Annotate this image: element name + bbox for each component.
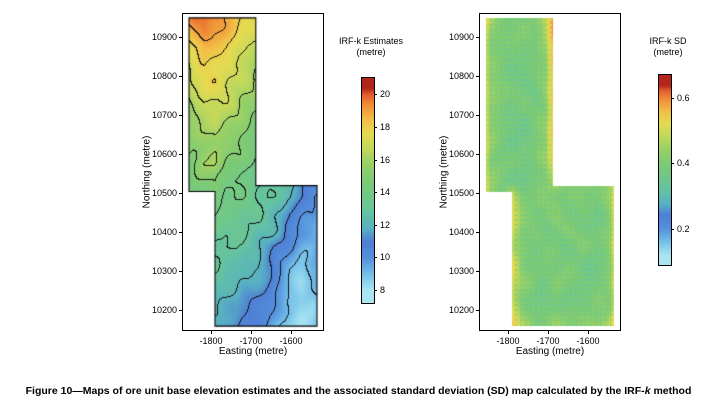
caption-text-italic-k: k (644, 385, 651, 397)
y-tick-label: 10300 (448, 266, 474, 277)
colorbar-tick-label: 20 (380, 89, 391, 100)
colorbar-tick-label: 0.2 (677, 223, 690, 234)
y-tick-label: 10700 (151, 110, 177, 121)
sd-x-axis-label: Easting (metre) (515, 346, 585, 357)
colorbar-tick-mark (374, 94, 377, 96)
colorbar-tick-mark (374, 224, 377, 226)
x-tick-label: -1800 (496, 336, 520, 346)
x-tick-mark (588, 330, 589, 334)
sd-map-canvas (480, 14, 620, 330)
y-tick-mark (476, 310, 480, 312)
colorbar-tick-mark (374, 126, 377, 128)
x-tick-mark (251, 330, 252, 334)
x-tick-label: -1700 (536, 336, 560, 346)
y-tick-mark (179, 271, 183, 273)
y-tick-mark (476, 37, 480, 39)
x-tick-label: -1800 (199, 336, 223, 346)
colorbar-tick-mark (671, 228, 674, 230)
colorbar-tick-mark (374, 159, 377, 161)
y-tick-mark (179, 37, 183, 39)
x-tick-mark (291, 330, 292, 334)
y-tick-mark (476, 271, 480, 273)
y-tick-mark (179, 154, 183, 156)
y-tick-mark (179, 232, 183, 234)
figure-caption: Figure 10—Maps of ore unit base elevatio… (2, 385, 715, 397)
estimates-x-axis-label: Easting (metre) (218, 346, 288, 357)
sd-colorbar (659, 75, 671, 265)
colorbar-tick-label: 14 (380, 187, 391, 198)
y-tick-mark (179, 115, 183, 117)
y-tick-label: 10900 (151, 32, 177, 43)
y-tick-label: 10800 (151, 71, 177, 82)
colorbar-tick-label: 0.4 (677, 158, 690, 169)
y-tick-label: 10900 (448, 32, 474, 43)
y-tick-label: 10200 (448, 305, 474, 316)
colorbar-tick-mark (374, 257, 377, 259)
y-tick-label: 10400 (151, 227, 177, 238)
x-tick-label: -1600 (576, 336, 600, 346)
y-tick-mark (476, 154, 480, 156)
sd-colorbar-title: IRF-k SD (metre) (626, 36, 710, 58)
y-tick-label: 10700 (448, 110, 474, 121)
colorbar-tick-mark (671, 97, 674, 99)
colorbar-tick-label: 0.6 (677, 92, 690, 103)
colorbar-tick-label: 10 (380, 252, 391, 263)
y-tick-label: 10500 (448, 188, 474, 199)
y-tick-mark (476, 232, 480, 234)
estimates-colorbar-title-line1: IRF-k Estimates (338, 36, 403, 46)
y-tick-label: 10600 (448, 149, 474, 160)
x-tick-label: -1600 (279, 336, 303, 346)
y-tick-label: 10200 (151, 305, 177, 316)
caption-text-2: method (650, 385, 692, 397)
y-tick-mark (179, 193, 183, 195)
x-tick-mark (548, 330, 549, 334)
x-tick-mark (508, 330, 509, 334)
colorbar-tick-label: 16 (380, 154, 391, 165)
estimates-colorbar-title-line2: (metre) (356, 47, 386, 57)
colorbar-tick-mark (374, 192, 377, 194)
colorbar-tick-label: 12 (380, 219, 391, 230)
y-tick-label: 10300 (151, 266, 177, 277)
colorbar-tick-mark (671, 163, 674, 165)
y-tick-mark (476, 193, 480, 195)
colorbar-tick-mark (374, 289, 377, 291)
y-tick-mark (179, 310, 183, 312)
caption-text-1: Figure 10—Maps of ore unit base elevatio… (25, 385, 645, 397)
estimates-colorbar-title: IRF-k Estimates (metre) (329, 36, 413, 58)
x-tick-label: -1700 (239, 336, 263, 346)
y-tick-label: 10800 (448, 71, 474, 82)
colorbar-tick-label: 8 (380, 284, 386, 295)
y-tick-mark (476, 76, 480, 78)
y-tick-mark (476, 115, 480, 117)
y-tick-label: 10500 (151, 188, 177, 199)
colorbar-tick-label: 18 (380, 121, 391, 132)
sd-colorbar-title-line2: (metre) (653, 47, 683, 57)
y-tick-label: 10400 (448, 227, 474, 238)
y-tick-label: 10600 (151, 149, 177, 160)
sd-colorbar-title-line1: IRF-k SD (649, 36, 687, 46)
estimates-colorbar (362, 78, 374, 303)
estimates-map-canvas (183, 14, 323, 330)
x-tick-mark (211, 330, 212, 334)
y-tick-mark (179, 76, 183, 78)
